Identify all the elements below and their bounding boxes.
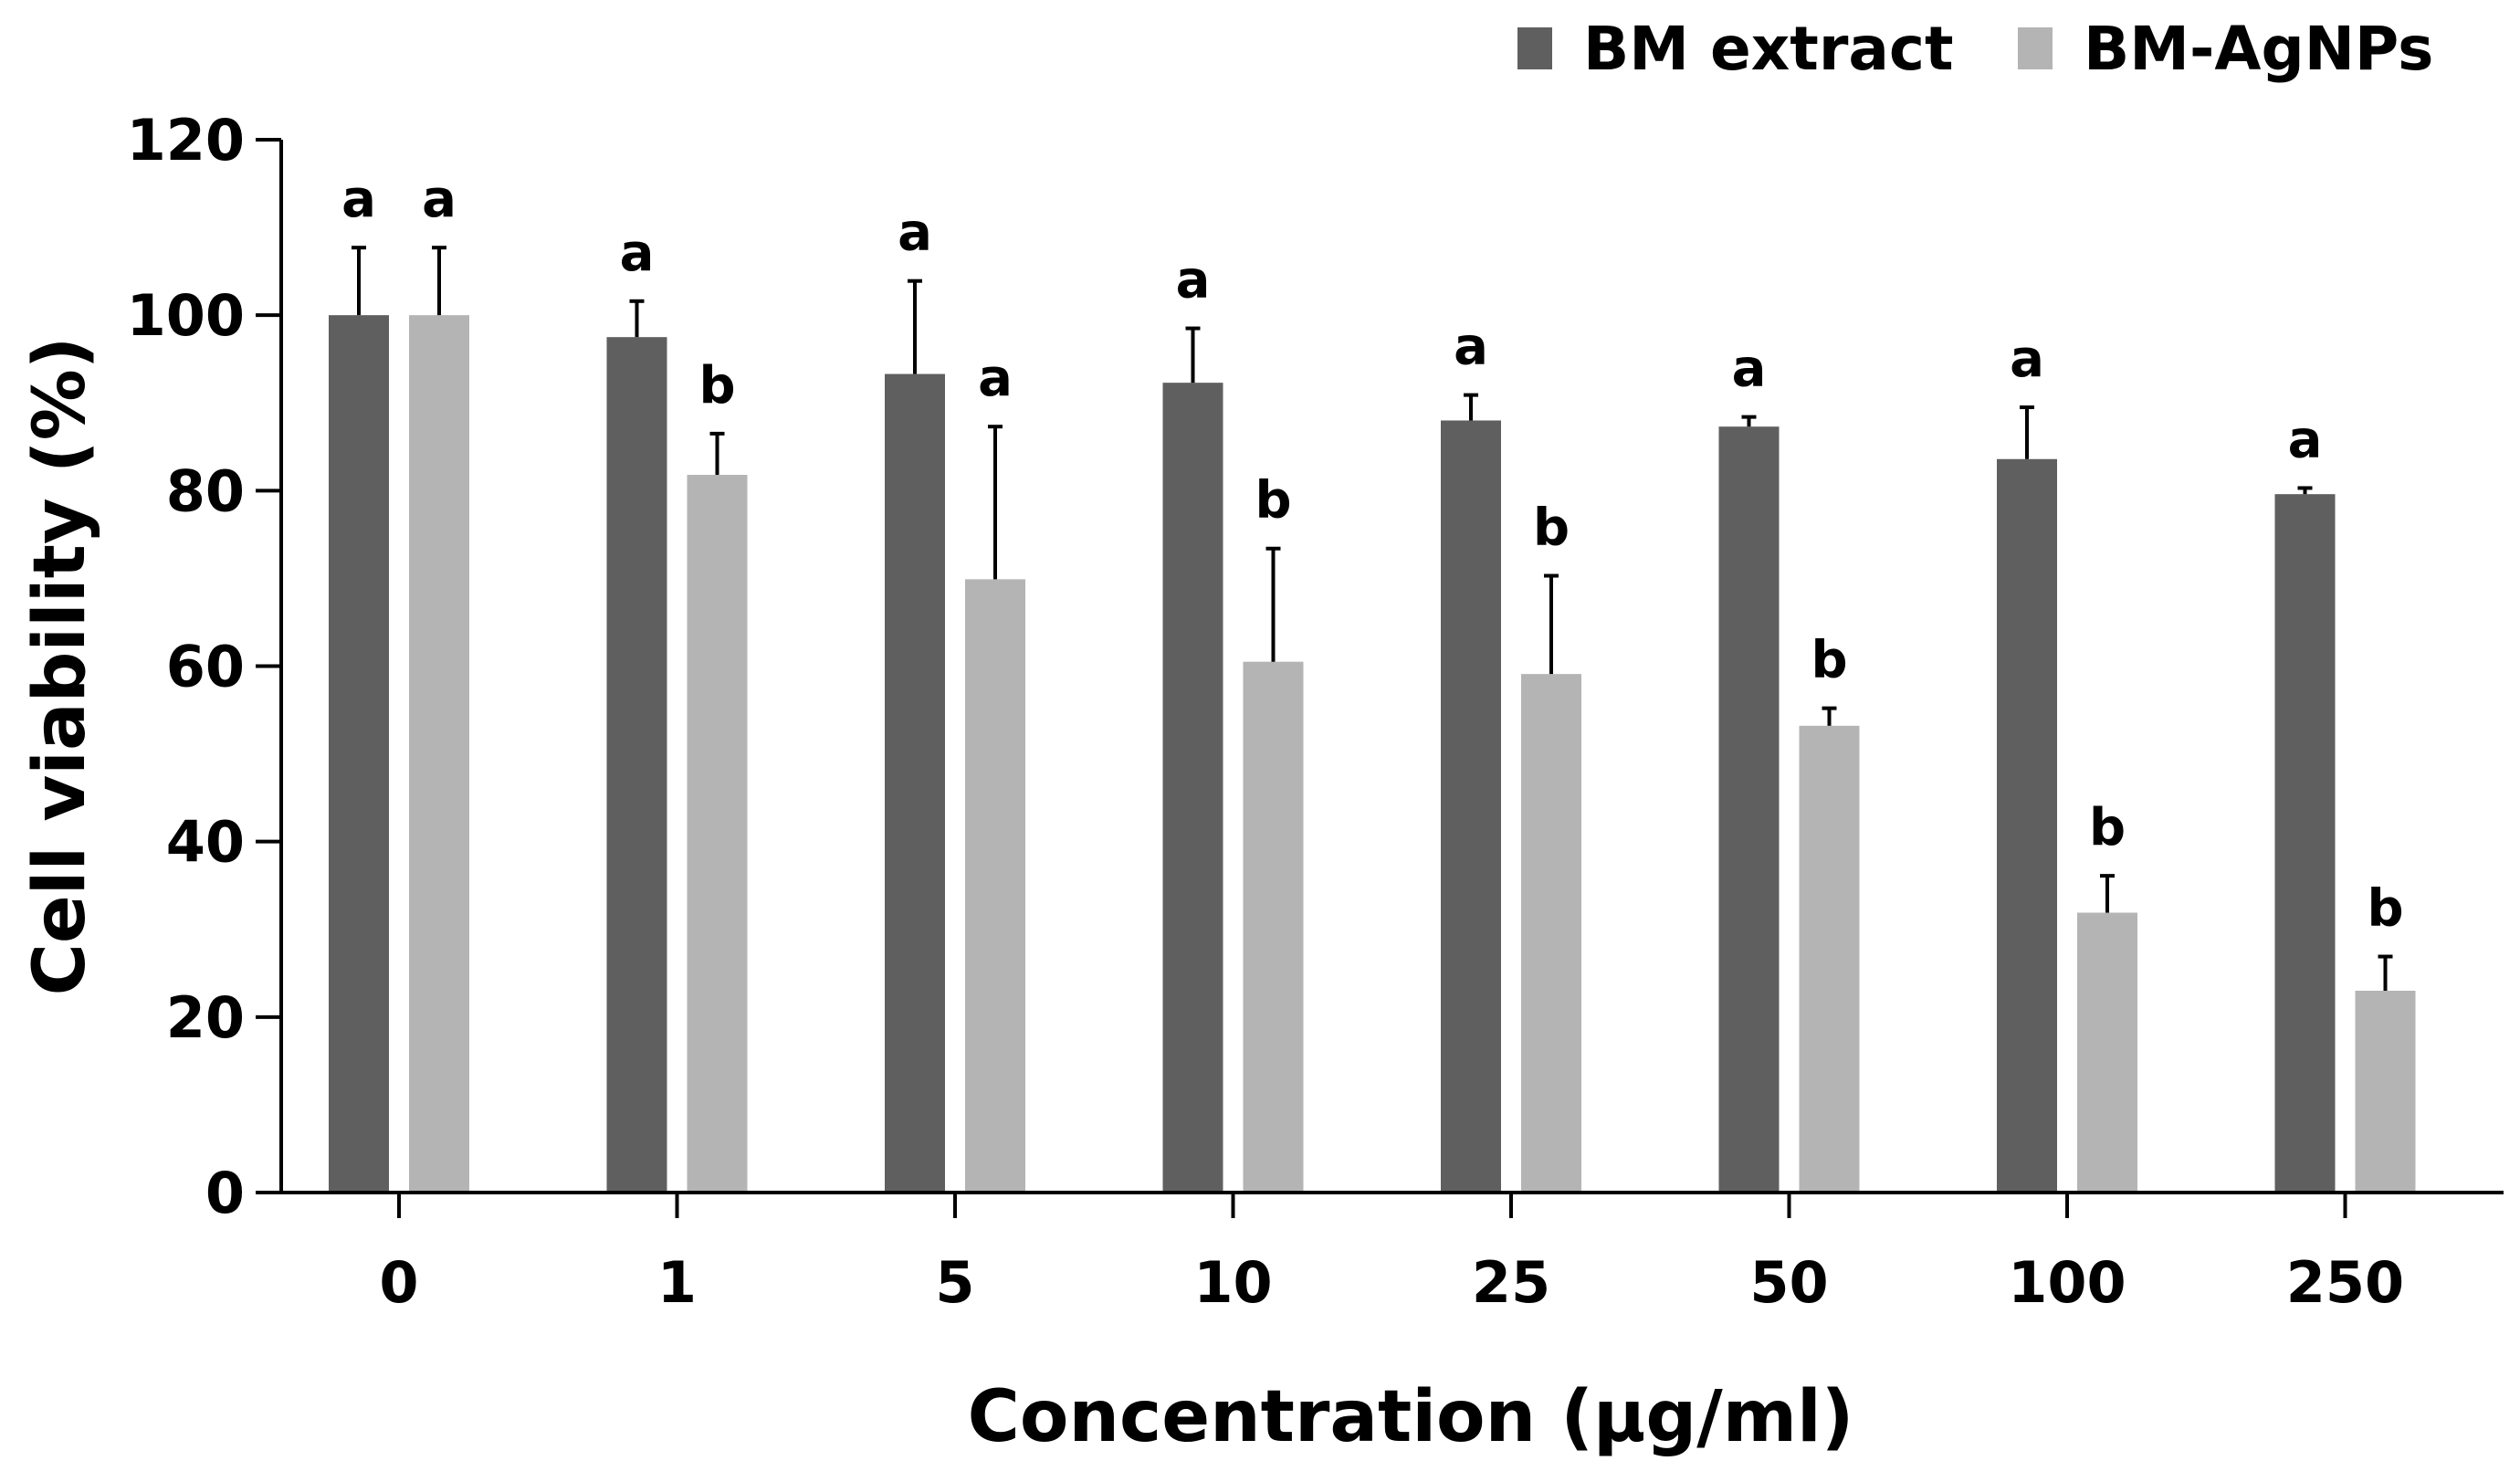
significance-bm-agnps-1: b xyxy=(698,356,735,415)
y-tick-label-0: 0 xyxy=(205,1160,245,1226)
error-bars xyxy=(352,246,2393,992)
x-tick-label-100: 100 xyxy=(2008,1249,2126,1316)
legend-swatch-bm-agnps xyxy=(2018,27,2053,69)
significance-bm-agnps-0: a xyxy=(422,170,457,229)
bar-bm-extract-5 xyxy=(885,373,945,1193)
significance-bm-agnps-100: b xyxy=(2089,798,2126,857)
significance-bm-extract-1: a xyxy=(620,224,655,283)
y-tick-label-20: 20 xyxy=(166,984,245,1051)
significance-bm-agnps-250: b xyxy=(2367,879,2403,939)
legend-label-bm-extract: BM extract xyxy=(1583,14,1954,84)
bar-bm-agnps-1 xyxy=(687,475,748,1193)
significance-bm-agnps-50: b xyxy=(1811,631,1847,690)
significance-bm-extract-100: a xyxy=(2010,330,2044,389)
bar-bm-agnps-5 xyxy=(965,579,1025,1193)
x-tick-label-250: 250 xyxy=(2286,1249,2404,1316)
y-tick-label-60: 60 xyxy=(166,634,245,700)
y-tick-label-120: 120 xyxy=(127,107,245,173)
significance-bm-extract-10: a xyxy=(1176,251,1211,310)
x-tick-label-50: 50 xyxy=(1749,1249,1828,1316)
bar-bm-extract-25 xyxy=(1441,420,1501,1193)
legend-label-bm-agnps: BM-AgNPs xyxy=(2084,14,2433,84)
bar-bm-agnps-25 xyxy=(1521,674,1581,1193)
significance-bm-extract-5: a xyxy=(898,204,932,263)
x-tick-label-5: 5 xyxy=(935,1249,974,1316)
x-tick-label-1: 1 xyxy=(657,1249,697,1316)
y-axis-ticks: 0 20 40 60 80 100 120 xyxy=(127,107,281,1226)
significance-bm-extract-250: a xyxy=(2288,410,2323,469)
bar-bm-agnps-0 xyxy=(409,315,469,1193)
bar-bm-agnps-100 xyxy=(2077,912,2137,1193)
x-axis-title: Concentration (μg/ml) xyxy=(968,1376,1854,1458)
legend-swatch-bm-extract xyxy=(1517,27,1552,69)
bar-bm-agnps-50 xyxy=(1799,725,1860,1193)
y-axis-title: Cell viability (%) xyxy=(19,337,101,996)
y-tick-label-100: 100 xyxy=(127,282,245,349)
x-axis-ticks: 0 1 5 10 25 50 100 250 xyxy=(379,1193,2404,1316)
legend: BM extract BM-AgNPs xyxy=(1517,14,2433,84)
x-tick-label-25: 25 xyxy=(1472,1249,1550,1316)
bar-bm-extract-0 xyxy=(329,315,389,1193)
bar-bm-extract-250 xyxy=(2274,494,2336,1193)
significance-bm-extract-0: a xyxy=(341,170,376,229)
bars xyxy=(329,315,2416,1193)
significance-bm-extract-50: a xyxy=(1732,340,1767,399)
bar-bm-extract-50 xyxy=(1718,426,1780,1193)
x-tick-label-0: 0 xyxy=(379,1249,418,1316)
y-tick-label-80: 80 xyxy=(166,457,245,524)
y-tick-label-40: 40 xyxy=(166,809,245,876)
bar-bm-extract-1 xyxy=(606,337,667,1193)
significance-bm-agnps-25: b xyxy=(1533,499,1570,558)
bar-bm-extract-100 xyxy=(1997,458,2057,1193)
x-tick-label-10: 10 xyxy=(1193,1249,1272,1316)
significance-bm-agnps-10: b xyxy=(1255,471,1291,531)
bar-bm-agnps-250 xyxy=(2355,991,2416,1193)
bar-bm-agnps-10 xyxy=(1243,661,1304,1193)
significance-bm-extract-25: a xyxy=(1454,318,1488,377)
bar-bm-extract-10 xyxy=(1162,383,1223,1193)
significance-bm-agnps-5: a xyxy=(978,349,1013,408)
